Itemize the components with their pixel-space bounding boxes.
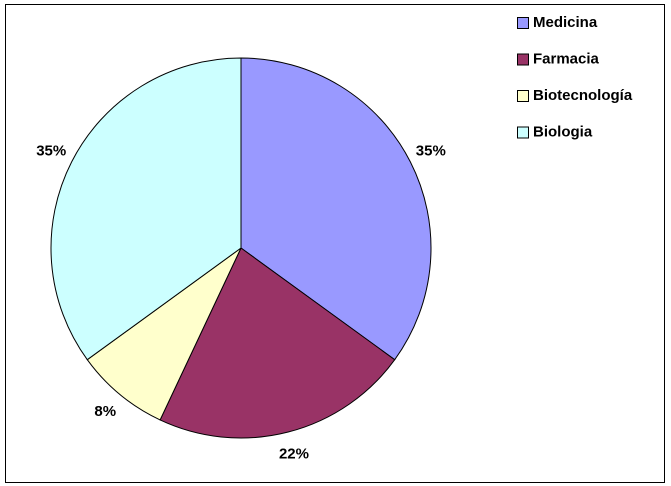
pie-slice [240,57,432,361]
legend-swatch [517,17,529,29]
legend-swatch [517,53,529,66]
data-label: 22% [279,445,309,462]
pie-slice [86,247,242,421]
legend-label: Biologia [533,123,593,140]
legend-swatch [517,90,529,102]
legend-label: Farmacia [533,50,600,67]
legend-label: Biotecnología [533,87,633,104]
data-label: 35% [416,142,446,159]
legend-label: Medicina [533,14,598,31]
data-label: 35% [36,142,66,159]
pie-slice [50,57,242,361]
data-label: 8% [94,403,116,420]
legend-swatch [517,126,529,139]
